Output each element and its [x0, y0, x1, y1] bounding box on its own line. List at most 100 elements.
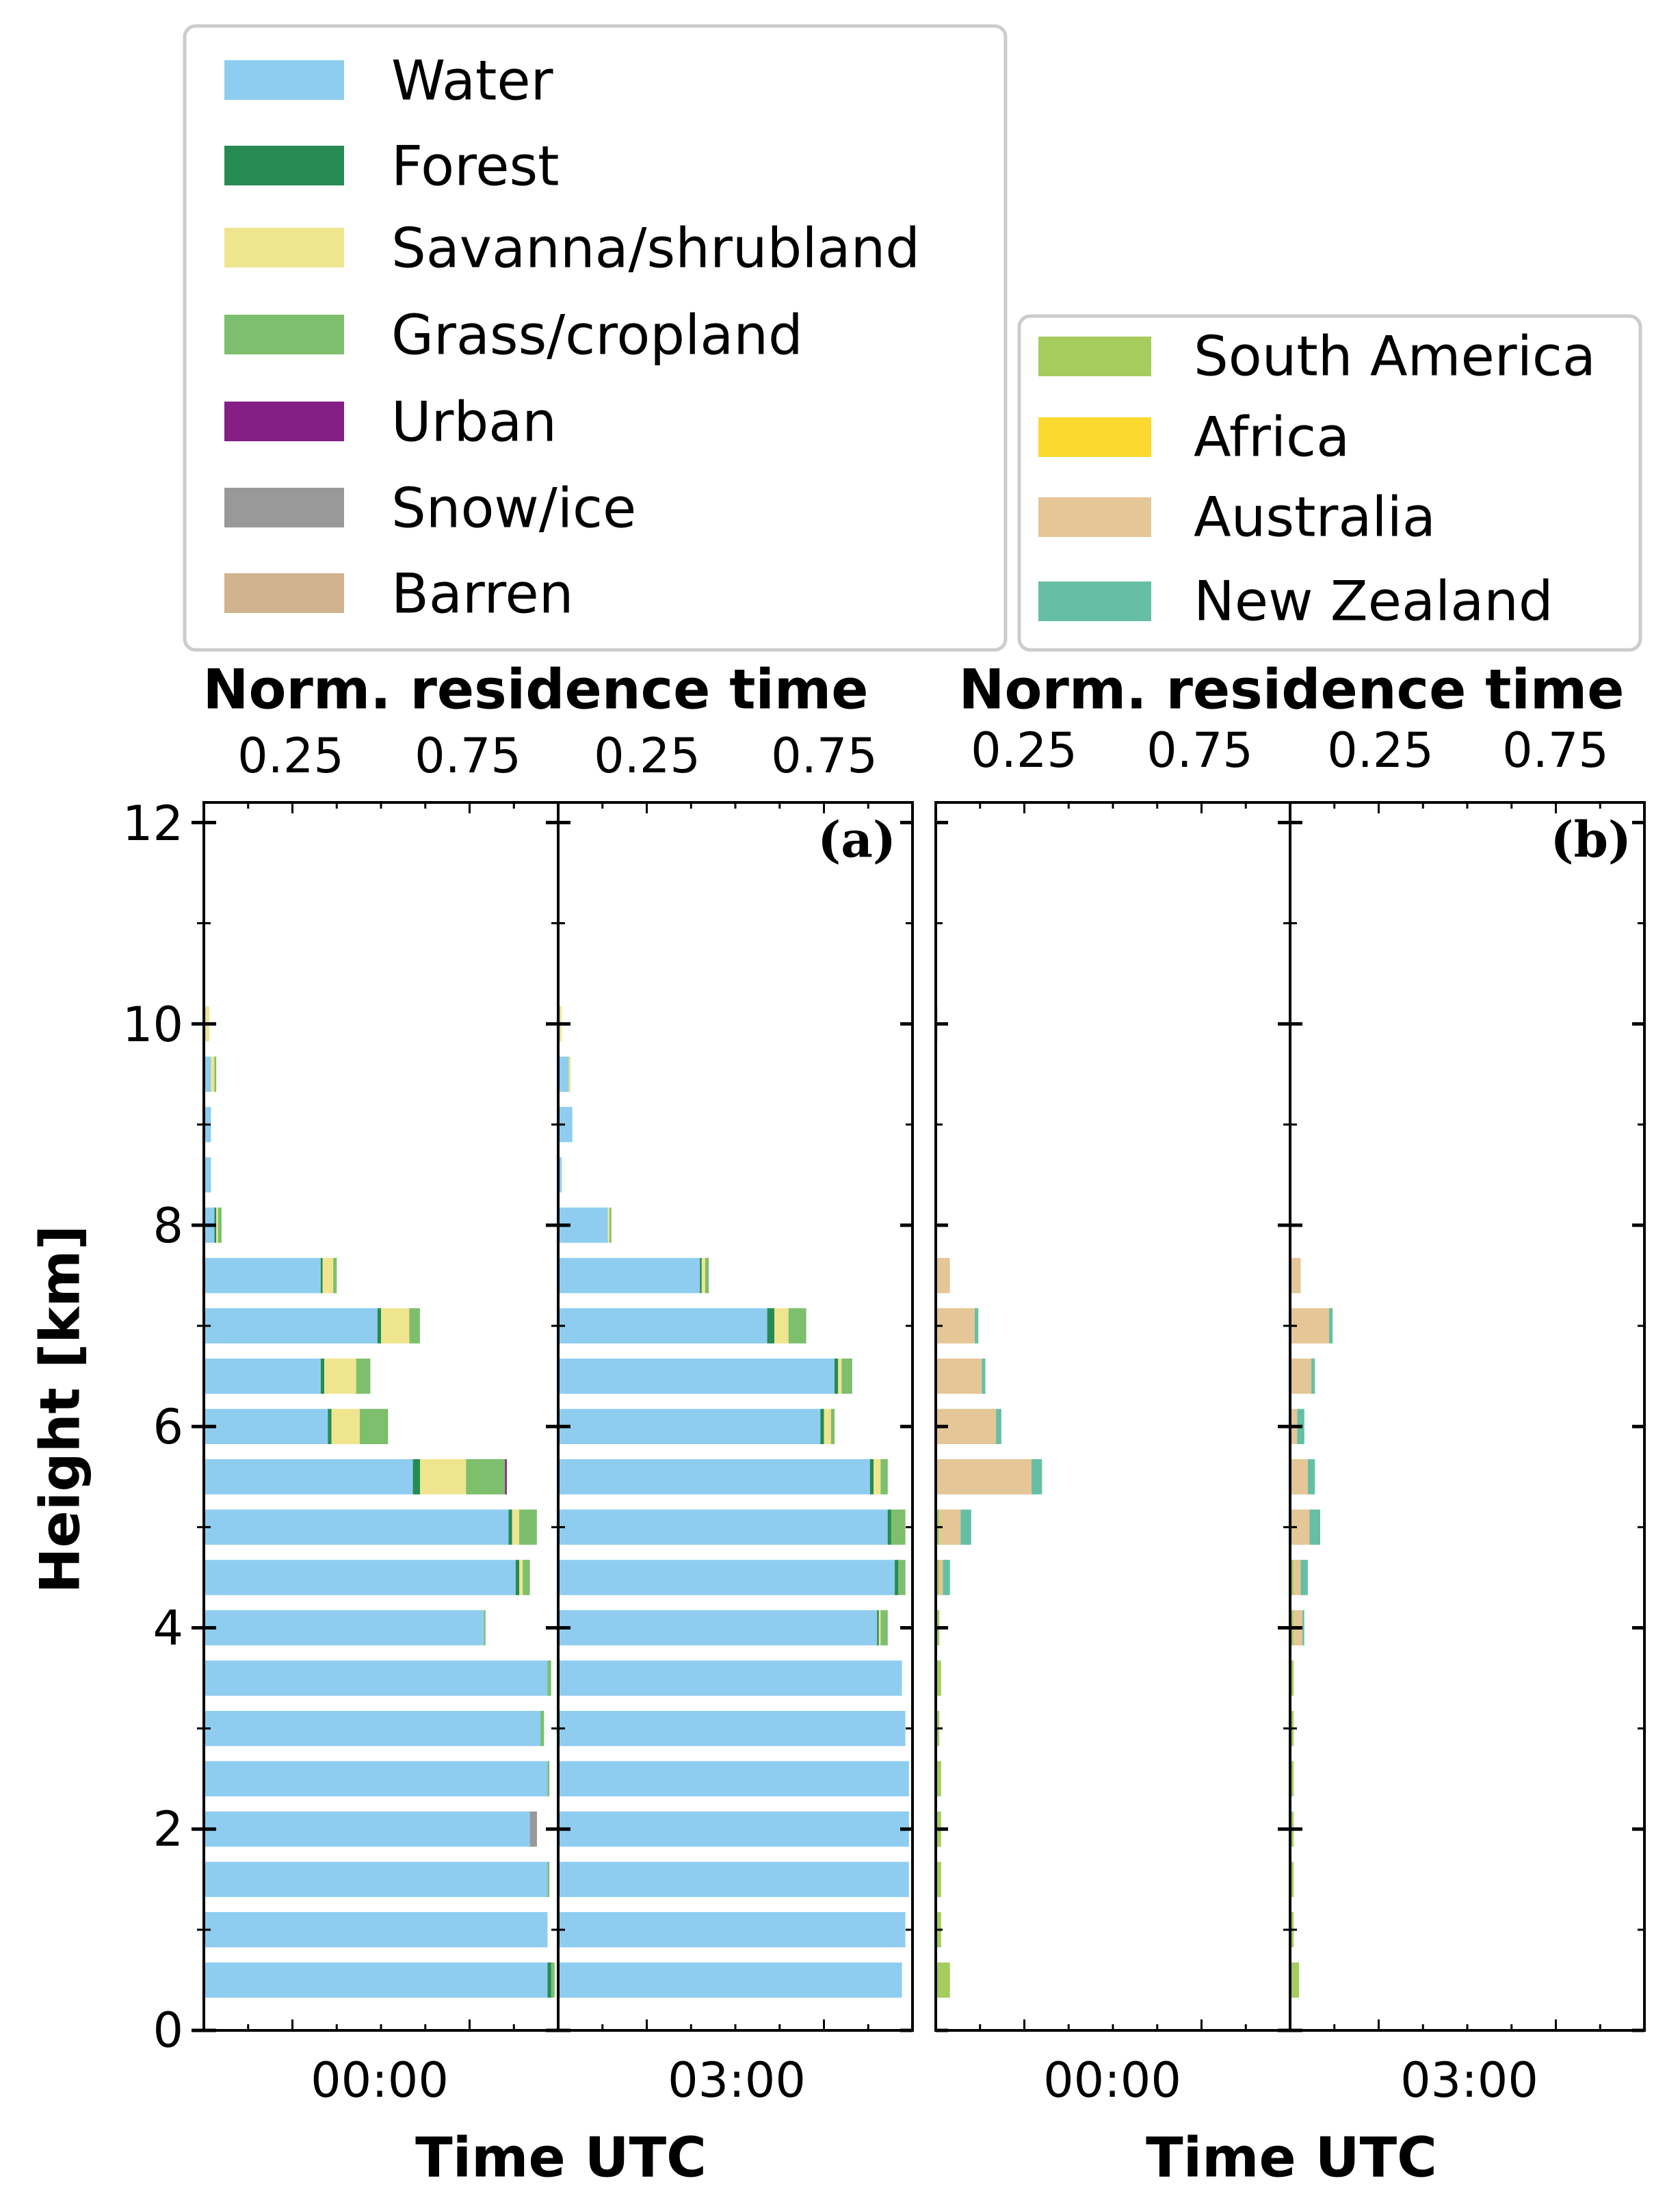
time-labels: 00:00 03:00 00:00 03:00	[311, 2052, 1538, 2108]
bar-grass-cropland	[705, 1257, 709, 1294]
bar-south-america	[936, 1761, 941, 1796]
bar-south-america	[936, 1962, 950, 1998]
bar-water	[558, 1409, 821, 1444]
top-tick-label: 0.75	[415, 728, 521, 784]
y-tick-label: 10	[122, 997, 183, 1053]
panel-label-a: (a)	[817, 811, 896, 869]
bar-grass-cropland	[218, 1207, 222, 1243]
bar-savanna-shrubland	[824, 1409, 831, 1444]
bar-grass-cropland	[466, 1459, 506, 1495]
legend-entry-snow-ice: Snow/ice	[224, 477, 636, 540]
top-tick-label: 0.75	[771, 728, 878, 784]
bar-forest	[767, 1308, 774, 1344]
bar-south-america	[936, 1560, 940, 1595]
bar-water	[204, 1358, 321, 1394]
bar-water	[204, 1912, 548, 1948]
legend-swatch-new-zealand	[1038, 581, 1151, 621]
bar-forest	[547, 1962, 551, 1998]
legend-swatch-savanna-shrubland	[224, 228, 344, 267]
y-tick-labels: 0 2 4 6 8 10 12	[122, 796, 183, 2058]
legend-swatch-africa	[1038, 417, 1151, 457]
time-label: 03:00	[668, 2052, 806, 2108]
bar-grass-cropland	[540, 1710, 544, 1746]
bar-water	[558, 1660, 902, 1696]
bar-grass-cropland	[523, 1560, 530, 1595]
bar-south-america	[936, 1660, 941, 1696]
bar-water	[558, 1459, 870, 1495]
bar-grass-cropland	[788, 1308, 806, 1344]
subplot-00-00	[934, 801, 1291, 2032]
bar-savanna-shrubland	[331, 1409, 360, 1444]
legend-entry-forest: Forest	[224, 135, 560, 198]
legend-label-south-america: South America	[1194, 325, 1596, 389]
bar-water	[558, 1509, 888, 1545]
y-tick-label: 8	[153, 1198, 183, 1254]
bar-water	[558, 1761, 909, 1796]
bar-australia	[936, 1358, 982, 1394]
bar-savanna-shrubland	[568, 1056, 571, 1092]
legend-label-barren: Barren	[391, 562, 573, 626]
bar-forest	[820, 1409, 824, 1444]
bar-water	[204, 1861, 548, 1898]
bar-water	[204, 1811, 530, 1847]
legend-label-snow-ice: Snow/ice	[391, 477, 636, 540]
bar-grass-cropland	[891, 1509, 906, 1545]
bar-forest	[887, 1509, 891, 1545]
bar-grass-cropland	[333, 1257, 337, 1294]
bar-water	[558, 1308, 767, 1344]
bar-savanna-shrubland	[322, 1257, 333, 1294]
bar-forest	[508, 1509, 512, 1545]
top-tick-label: 0.25	[971, 722, 1077, 779]
bar-south-america	[1290, 1761, 1294, 1796]
bar-savanna-shrubland	[512, 1509, 520, 1545]
legend-entry-grass-cropland: Grass/cropland	[224, 304, 803, 367]
bar-australia	[936, 1257, 950, 1294]
bar-water	[558, 1056, 569, 1092]
legend-entry-water: Water	[224, 49, 553, 113]
subplot-03-00	[557, 801, 914, 2032]
legend-swatch-snow-ice	[224, 488, 344, 527]
bar-grass-cropland	[880, 1459, 888, 1495]
y-tick-label: 12	[122, 796, 183, 852]
legend-entry-south-america: South America	[1038, 325, 1596, 389]
time-label: 00:00	[311, 2052, 449, 2108]
bar-savanna-shrubland	[324, 1358, 356, 1394]
bar-urban	[505, 1459, 507, 1495]
time-label: 00:00	[1043, 2052, 1181, 2108]
bar-grass-cropland	[898, 1560, 906, 1595]
top-tick-label: 0.25	[237, 728, 344, 784]
legend-label-savanna-shrubland: Savanna/shrubland	[391, 217, 920, 280]
top-axis-title-b: Norm. residence time	[958, 658, 1624, 722]
bar-water	[558, 1861, 909, 1898]
bar-water	[204, 1157, 211, 1193]
bar-forest	[895, 1560, 899, 1595]
bar-grass-cropland	[547, 1761, 550, 1796]
legend-swatch-south-america	[1038, 337, 1151, 376]
top-axis-title-a: Norm. residence time	[202, 658, 868, 722]
top-tick-label: 0.25	[594, 728, 700, 784]
y-tick-label: 4	[153, 1600, 183, 1656]
plot-area	[192, 801, 1646, 2032]
bar-south-america	[1290, 1660, 1294, 1696]
bar-water	[204, 1509, 509, 1545]
bottom-axis-title-b: Time UTC	[1146, 2126, 1437, 2190]
bar-water	[204, 1459, 413, 1495]
bar-australia	[936, 1459, 1032, 1495]
bar-new-zealand	[1309, 1509, 1320, 1545]
legend-regions: South America Africa Australia New Zeala…	[1017, 314, 1642, 652]
bar-grass-cropland	[841, 1358, 852, 1394]
top-tick-labels: 0.25 0.75 0.25 0.75 0.25 0.75 0.25 0.75	[237, 722, 1609, 784]
bar-water	[204, 1409, 328, 1444]
panel-b	[934, 801, 1646, 2032]
bar-new-zealand	[1031, 1459, 1042, 1495]
legend-label-grass-cropland: Grass/cropland	[391, 304, 803, 367]
bar-forest	[412, 1459, 420, 1495]
bar-australia	[1290, 1257, 1301, 1294]
bar-south-america	[1290, 1962, 1299, 1998]
bar-water	[204, 1610, 484, 1646]
bar-water	[558, 1811, 909, 1847]
bar-savanna-shrubland	[838, 1358, 842, 1394]
legend-label-forest: Forest	[391, 135, 560, 198]
bar-snow-ice	[529, 1811, 537, 1847]
bar-water	[558, 1358, 835, 1394]
